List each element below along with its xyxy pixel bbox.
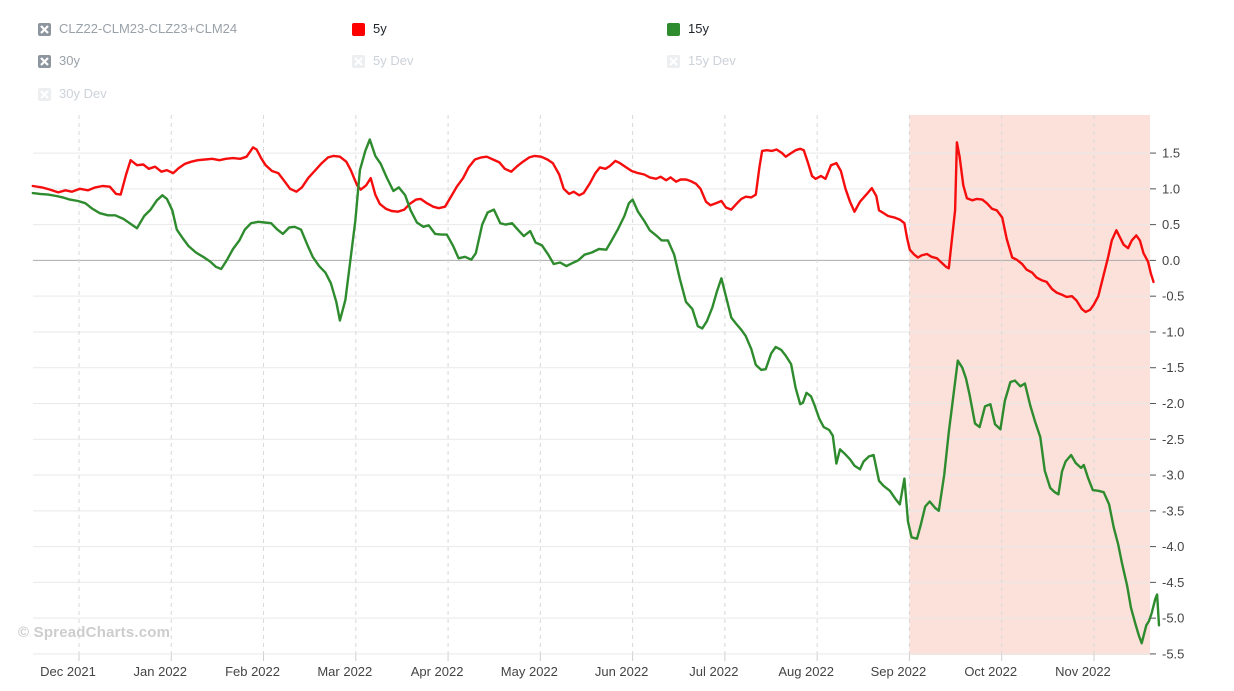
checkbox-x-icon xyxy=(38,22,51,36)
series-line-15y xyxy=(31,138,1161,645)
y-tick-label: -4.5 xyxy=(1162,575,1184,590)
legend-item-label: 5y Dev xyxy=(373,53,414,68)
x-tick-label: Aug 2022 xyxy=(778,664,834,679)
legend-item-30y[interactable]: 30y xyxy=(38,53,80,69)
y-tick-label: -1.0 xyxy=(1162,324,1184,339)
x-tick-label: Dec 2021 xyxy=(40,664,96,679)
y-tick-label: -2.5 xyxy=(1162,432,1184,447)
legend-item-label: 15y xyxy=(688,21,709,36)
y-tick-label: 1.5 xyxy=(1162,146,1180,161)
checkbox-x-icon xyxy=(352,54,365,68)
x-tick-label: Jan 2022 xyxy=(134,664,188,679)
legend-item-30y-dev[interactable]: 30y Dev xyxy=(38,86,107,102)
x-tick-label: May 2022 xyxy=(501,664,558,679)
checkbox-x-icon xyxy=(667,54,680,68)
x-tick-label: Oct 2022 xyxy=(964,664,1017,679)
x-tick-label: Jul 2022 xyxy=(689,664,738,679)
x-tick-label: Jun 2022 xyxy=(595,664,649,679)
x-tick-label: Nov 2022 xyxy=(1055,664,1111,679)
y-tick-label: -4.0 xyxy=(1162,539,1184,554)
y-tick-label: -3.0 xyxy=(1162,468,1184,483)
legend-item-clz22-clm23-clz23-clm24[interactable]: CLZ22-CLM23-CLZ23+CLM24 xyxy=(38,21,237,37)
y-tick-label: -5.5 xyxy=(1162,646,1184,661)
x-tick-label: Sep 2022 xyxy=(871,664,927,679)
y-tick-label: -3.5 xyxy=(1162,503,1184,518)
y-tick-label: -5.0 xyxy=(1162,611,1184,626)
x-tick-label: Feb 2022 xyxy=(225,664,280,679)
watermark: © SpreadCharts.com xyxy=(18,624,171,641)
legend-item-5y-dev[interactable]: 5y Dev xyxy=(352,53,413,69)
y-tick-label: 0.5 xyxy=(1162,217,1180,232)
y-tick-label: 1.0 xyxy=(1162,181,1180,196)
legend-item-label: CLZ22-CLM23-CLZ23+CLM24 xyxy=(59,21,238,36)
legend-item-label: 5y xyxy=(373,21,387,36)
y-tick-label: -1.5 xyxy=(1162,360,1184,375)
y-tick-label: -2.0 xyxy=(1162,396,1184,411)
legend-item-label: 30y xyxy=(59,53,80,68)
legend-item-5y[interactable]: 5y xyxy=(352,21,387,37)
x-tick-label: Apr 2022 xyxy=(411,664,464,679)
y-tick-label: 0.0 xyxy=(1162,253,1180,268)
y-tick-label: -0.5 xyxy=(1162,289,1184,304)
highlight-region xyxy=(909,115,1150,655)
legend: CLZ22-CLM23-CLZ23+CLM24 5y 15y 30y 5y Dev 15y… xyxy=(0,0,1234,112)
legend-item-15y[interactable]: 15y xyxy=(667,21,709,37)
legend-item-15y-dev[interactable]: 15y Dev xyxy=(667,53,736,69)
series-color-swatch xyxy=(667,22,680,36)
legend-item-label: 15y Dev xyxy=(688,53,736,68)
series-line-5y xyxy=(31,141,1155,314)
x-tick-label: Mar 2022 xyxy=(317,664,372,679)
series-color-swatch xyxy=(352,22,365,36)
checkbox-x-icon xyxy=(38,54,51,68)
legend-item-label: 30y Dev xyxy=(59,86,107,101)
checkbox-x-icon xyxy=(38,87,51,101)
